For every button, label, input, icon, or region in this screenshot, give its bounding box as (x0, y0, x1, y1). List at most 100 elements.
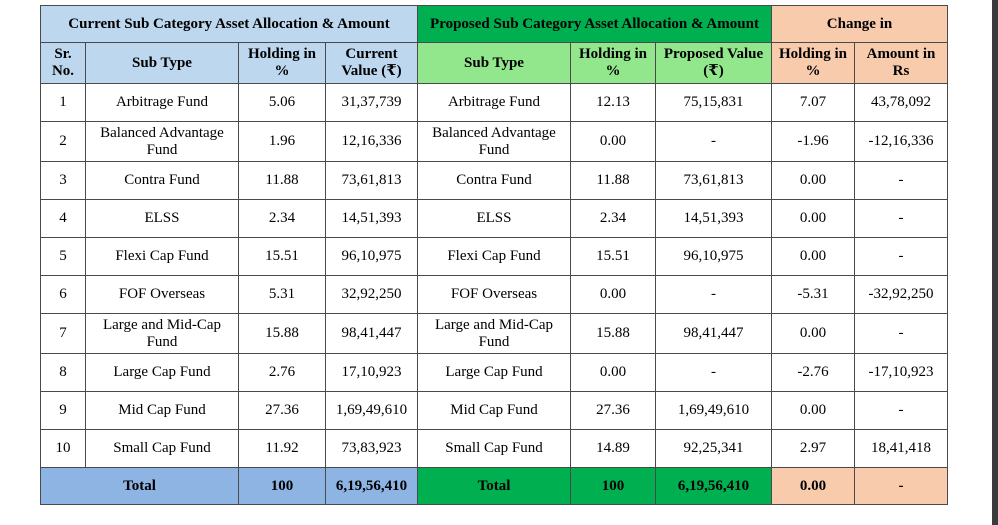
proposed-holding-cell: 27.36 (570, 391, 656, 430)
current-value-cell: 1,69,49,610 (325, 391, 418, 430)
change-holding-cell: 7.07 (771, 83, 855, 122)
sr-cell: 8 (40, 353, 86, 392)
proposed-allocation-group-header: Proposed Sub Category Asset Allocation &… (417, 5, 772, 43)
current-value-cell: 17,10,923 (325, 353, 418, 392)
proposed-sub-type-cell: Large and Mid-Cap Fund (417, 313, 571, 354)
current-value-cell: 14,51,393 (325, 199, 418, 238)
proposed-holding-cell: 15.51 (570, 237, 656, 276)
current-allocation-group-header: Current Sub Category Asset Allocation & … (40, 5, 418, 43)
proposed-value-cell: 73,61,813 (655, 161, 772, 200)
sr-cell: 6 (40, 275, 86, 314)
sr-no-header: Sr. No. (40, 42, 86, 84)
proposed-total-value: 6,19,56,410 (655, 467, 772, 505)
asset-allocation-table: Current Sub Category Asset Allocation & … (40, 5, 948, 505)
current-holding-cell: 15.51 (238, 237, 326, 276)
sr-cell: 5 (40, 237, 86, 276)
proposed-value-cell: 96,10,975 (655, 237, 772, 276)
change-holding-cell: 2.97 (771, 429, 855, 468)
change-amount-cell: 18,41,418 (854, 429, 948, 468)
current-sub-type-cell: Mid Cap Fund (85, 391, 239, 430)
proposed-value-cell: - (655, 275, 772, 314)
current-sub-type-cell: Small Cap Fund (85, 429, 239, 468)
change-amount-cell: -12,16,336 (854, 121, 948, 162)
sr-cell: 3 (40, 161, 86, 200)
current-value-cell: 73,61,813 (325, 161, 418, 200)
proposed-sub-type-cell: Small Cap Fund (417, 429, 571, 468)
current-sub-type-cell: Large and Mid-Cap Fund (85, 313, 239, 354)
sr-cell: 2 (40, 121, 86, 162)
change-amount-cell: - (854, 161, 948, 200)
current-sub-type-cell: Large Cap Fund (85, 353, 239, 392)
change-holding-cell: 0.00 (771, 391, 855, 430)
proposed-value-cell: 1,69,49,610 (655, 391, 772, 430)
current-holding-header: Holding in % (238, 42, 326, 84)
sr-cell: 4 (40, 199, 86, 238)
proposed-total-holding: 100 (570, 467, 656, 505)
current-sub-type-cell: Contra Fund (85, 161, 239, 200)
proposed-sub-type-cell: Arbitrage Fund (417, 83, 571, 122)
change-amount-cell: -32,92,250 (854, 275, 948, 314)
proposed-holding-cell: 2.34 (570, 199, 656, 238)
current-value-cell: 96,10,975 (325, 237, 418, 276)
proposed-sub-type-cell: FOF Overseas (417, 275, 571, 314)
proposed-sub-type-cell: Large Cap Fund (417, 353, 571, 392)
current-sub-type-cell: Arbitrage Fund (85, 83, 239, 122)
current-value-cell: 98,41,447 (325, 313, 418, 354)
change-holding-cell: 0.00 (771, 161, 855, 200)
proposed-value-cell: 14,51,393 (655, 199, 772, 238)
change-amount-cell: -17,10,923 (854, 353, 948, 392)
change-amount-cell: - (854, 391, 948, 430)
proposed-value-cell: 92,25,341 (655, 429, 772, 468)
proposed-value-cell: 75,15,831 (655, 83, 772, 122)
sr-cell: 7 (40, 313, 86, 354)
change-holding-cell: 0.00 (771, 199, 855, 238)
change-total-holding: 0.00 (771, 467, 855, 505)
current-total-value: 6,19,56,410 (325, 467, 418, 505)
current-value-cell: 12,16,336 (325, 121, 418, 162)
current-holding-cell: 15.88 (238, 313, 326, 354)
change-amount-header: Amount in Rs (854, 42, 948, 84)
current-holding-cell: 27.36 (238, 391, 326, 430)
current-value-header: Current Value (₹) (325, 42, 418, 84)
proposed-sub-type-cell: Balanced Advantage Fund (417, 121, 571, 162)
current-sub-type-cell: Balanced Advantage Fund (85, 121, 239, 162)
current-total-holding: 100 (238, 467, 326, 505)
table-row: 1 Arbitrage Fund 5.06 31,37,739 Arbitrag… (40, 83, 948, 122)
table-row: 2 Balanced Advantage Fund 1.96 12,16,336… (40, 121, 948, 162)
proposed-holding-cell: 14.89 (570, 429, 656, 468)
current-sub-type-cell: Flexi Cap Fund (85, 237, 239, 276)
change-holding-header: Holding in % (771, 42, 855, 84)
change-amount-cell: - (854, 199, 948, 238)
table-row: 10 Small Cap Fund 11.92 73,83,923 Small … (40, 429, 948, 468)
proposed-value-cell: - (655, 353, 772, 392)
current-sub-type-header: Sub Type (85, 42, 239, 84)
table-row: 7 Large and Mid-Cap Fund 15.88 98,41,447… (40, 313, 948, 354)
table-row: 6 FOF Overseas 5.31 32,92,250 FOF Overse… (40, 275, 948, 314)
table-row: 3 Contra Fund 11.88 73,61,813 Contra Fun… (40, 161, 948, 200)
proposed-holding-cell: 15.88 (570, 313, 656, 354)
proposed-total-label: Total (417, 467, 571, 505)
proposed-sub-type-cell: Contra Fund (417, 161, 571, 200)
change-holding-cell: -2.76 (771, 353, 855, 392)
change-holding-cell: 0.00 (771, 313, 855, 354)
current-holding-cell: 2.76 (238, 353, 326, 392)
proposed-sub-type-header: Sub Type (417, 42, 571, 84)
current-holding-cell: 2.34 (238, 199, 326, 238)
proposed-holding-header: Holding in % (570, 42, 656, 84)
proposed-sub-type-cell: Mid Cap Fund (417, 391, 571, 430)
proposed-sub-type-cell: ELSS (417, 199, 571, 238)
change-amount-cell: - (854, 313, 948, 354)
change-amount-cell: 43,78,092 (854, 83, 948, 122)
change-holding-cell: -1.96 (771, 121, 855, 162)
sr-cell: 9 (40, 391, 86, 430)
change-holding-cell: -5.31 (771, 275, 855, 314)
proposed-value-cell: 98,41,447 (655, 313, 772, 354)
sr-cell: 10 (40, 429, 86, 468)
proposed-holding-cell: 11.88 (570, 161, 656, 200)
current-holding-cell: 11.92 (238, 429, 326, 468)
proposed-value-header: Proposed Value (₹) (655, 42, 772, 84)
table-row: 5 Flexi Cap Fund 15.51 96,10,975 Flexi C… (40, 237, 948, 276)
proposed-sub-type-cell: Flexi Cap Fund (417, 237, 571, 276)
proposed-value-cell: - (655, 121, 772, 162)
change-total-amount: - (854, 467, 948, 505)
